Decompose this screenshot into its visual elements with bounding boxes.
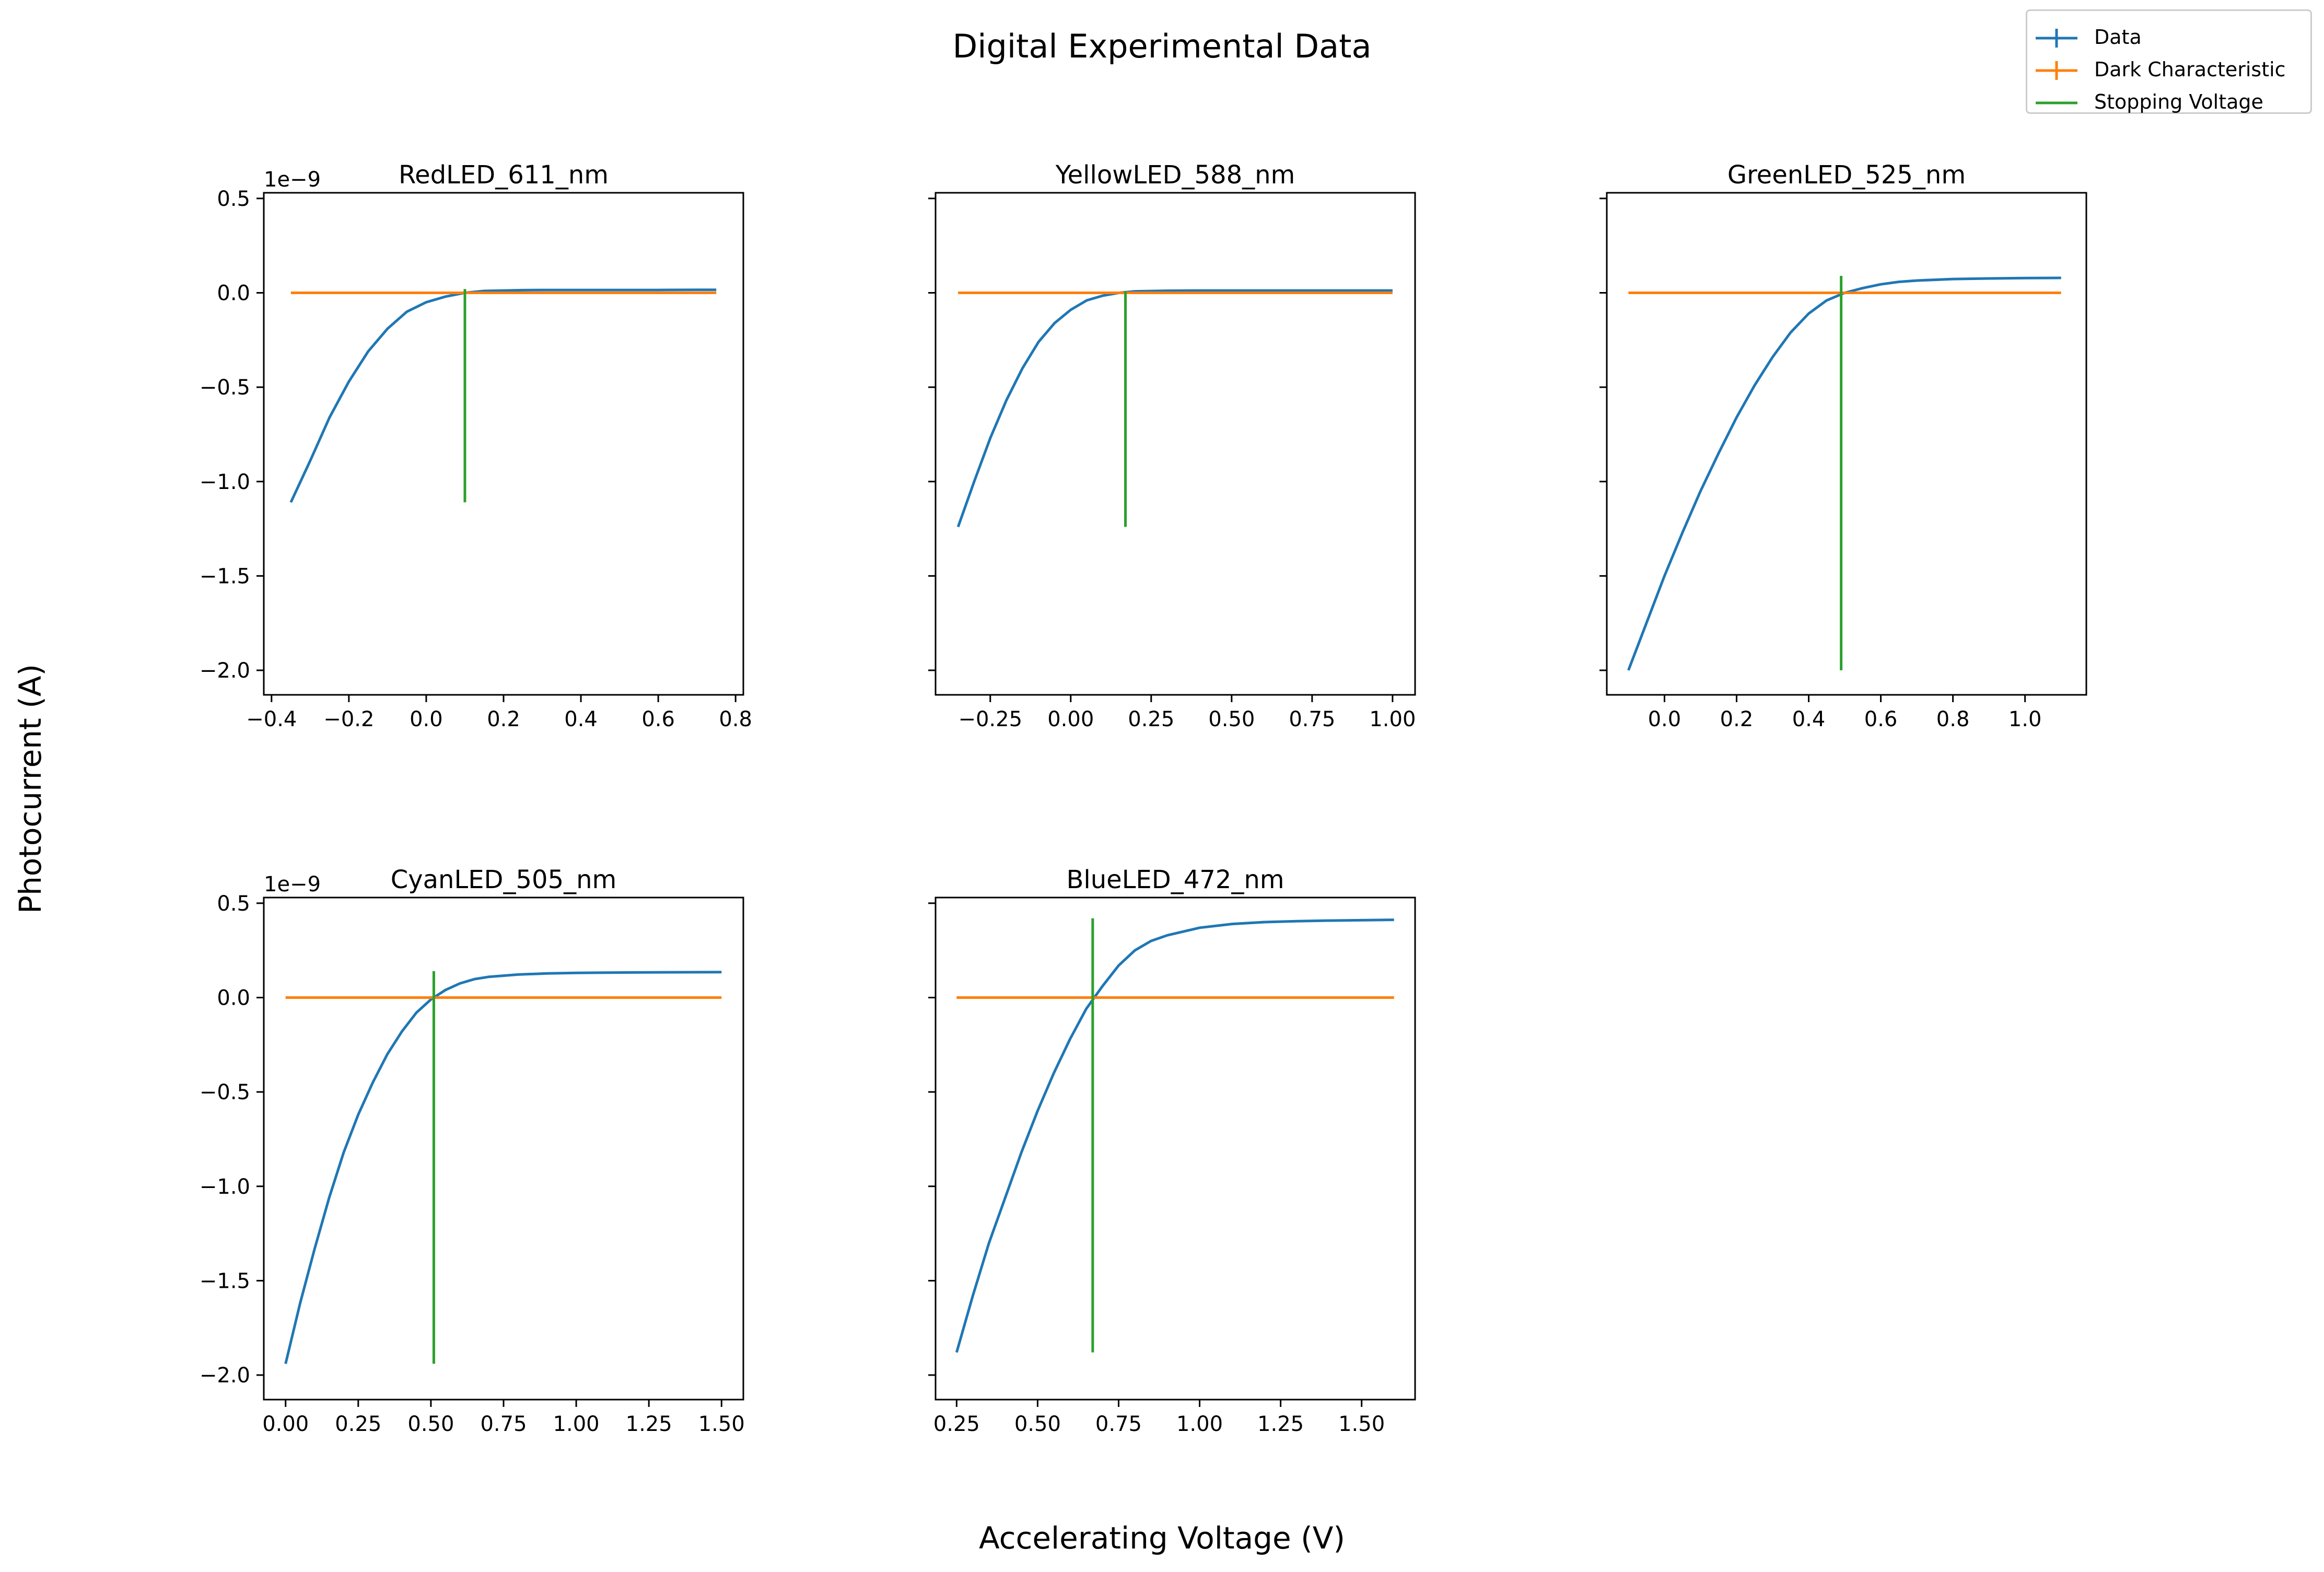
subplot-0-xtick-label: 0.8	[719, 707, 752, 731]
subplot-4-xtick-label: 0.25	[933, 1412, 980, 1436]
figure-ylabel: Photocurrent (A)	[13, 663, 48, 914]
subplot-3-ytick-label: −1.0	[200, 1175, 250, 1199]
subplot-3-ytick-label: 0.5	[217, 892, 250, 916]
subplot-2-xtick-label: 0.2	[1720, 707, 1754, 731]
subplot-0-title: RedLED_611_nm	[399, 160, 609, 190]
subplot-3-ytick-label: −1.5	[200, 1269, 250, 1293]
subplot-3-ytick-label: −0.5	[200, 1080, 250, 1104]
legend-swatch-stopping	[2036, 101, 2077, 104]
subplot-2-xtick-label: 0.4	[1792, 707, 1826, 731]
subplot-3-xtick-label: 1.25	[626, 1412, 672, 1436]
subplot-3-xtick-label: 0.75	[480, 1412, 527, 1436]
sup-title: Digital Experimental Data	[952, 27, 1372, 65]
legend-label-data: Data	[2094, 26, 2142, 49]
subplot-0-xtick-label: 0.2	[487, 707, 520, 731]
subplot-1-xtick-label: 0.00	[1047, 707, 1094, 731]
legend-swatch-data	[2036, 29, 2077, 48]
subplot-1-frame	[935, 192, 1416, 696]
subplot-0-ytick-label: −2.0	[200, 659, 250, 683]
legend-label-dark: Dark Characteristic	[2094, 58, 2286, 81]
subplot-4-frame	[935, 896, 1416, 1401]
subplot-0-xtick-label: 0.4	[564, 707, 598, 731]
subplot-3-ytick-label: 0.0	[217, 986, 250, 1010]
subplot-4-xtick-label: 0.75	[1095, 1412, 1142, 1436]
subplot-1-xtick-label: 1.00	[1369, 707, 1416, 731]
subplot-0-xtick-label: 0.0	[410, 707, 443, 731]
legend-swatch-dark	[2036, 61, 2077, 80]
subplot-3-xtick-label: 0.00	[262, 1412, 309, 1436]
subplot-2-frame	[1606, 192, 2087, 696]
subplot-3-xtick-label: 0.25	[335, 1412, 381, 1436]
subplot-1-xtick-label: 0.75	[1289, 707, 1335, 731]
subplot-3-ytick-label: −2.0	[200, 1364, 250, 1388]
subplot-4-xtick-label: 1.50	[1338, 1412, 1385, 1436]
subplot-0-xtick-label: 0.6	[641, 707, 675, 731]
subplot-0-offset-text: 1e−9	[264, 168, 321, 192]
subplot-3-xtick-label: 0.50	[407, 1412, 454, 1436]
subplot-1-xtick-label: 0.50	[1208, 707, 1255, 731]
subplot-0-frame	[263, 192, 744, 696]
legend-item-dark: Dark Characteristic	[2027, 55, 2310, 86]
subplot-2-title: GreenLED_525_nm	[1727, 160, 1966, 190]
subplot-0-ytick-label: −0.5	[200, 376, 250, 400]
subplot-0-ytick-label: −1.5	[200, 564, 250, 588]
subplot-3-xtick-label: 1.50	[698, 1412, 745, 1436]
subplot-4-xtick-label: 1.25	[1257, 1412, 1304, 1436]
subplot-0-xtick-label: −0.2	[323, 707, 374, 731]
subplot-0-xtick-label: −0.4	[246, 707, 297, 731]
legend-item-stopping: Stopping Voltage	[2027, 87, 2310, 119]
subplot-3-xtick-label: 1.00	[553, 1412, 600, 1436]
subplot-0-ytick-label: −1.0	[200, 470, 250, 494]
subplot-0-data-line	[289, 288, 717, 503]
subplot-0-ytick-label: 0.0	[217, 281, 250, 305]
figure-xlabel: Accelerating Voltage (V)	[978, 1520, 1346, 1556]
subplot-4-title: BlueLED_472_nm	[1066, 865, 1284, 894]
subplot-4-xtick-label: 0.50	[1014, 1412, 1061, 1436]
subplot-0-ytick-label: 0.5	[217, 187, 250, 211]
subplot-2-xtick-label: 1.0	[2008, 707, 2042, 731]
subplot-1-data-line	[956, 289, 1393, 528]
subplot-3-offset-text: 1e−9	[264, 872, 321, 896]
subplot-2-xtick-label: 0.6	[1864, 707, 1898, 731]
subplot-1-xtick-label: 0.25	[1128, 707, 1174, 731]
legend: Data Dark Characteristic Stopping Voltag…	[2026, 9, 2312, 114]
subplot-4-data-line	[955, 918, 1394, 1353]
subplot-2-xtick-label: 0.8	[1936, 707, 1970, 731]
subplot-1-xtick-label: −0.25	[958, 707, 1022, 731]
subplot-2-xtick-label: 0.0	[1648, 707, 1681, 731]
legend-label-stopping: Stopping Voltage	[2094, 90, 2263, 113]
legend-item-data: Data	[2027, 22, 2310, 54]
subplot-1-title: YellowLED_588_nm	[1055, 160, 1295, 190]
subplot-4-xtick-label: 1.00	[1176, 1412, 1223, 1436]
subplot-2-data-line	[1627, 276, 2061, 671]
subplot-3-title: CyanLED_505_nm	[391, 865, 617, 894]
subplot-3-data-line	[284, 971, 722, 1364]
